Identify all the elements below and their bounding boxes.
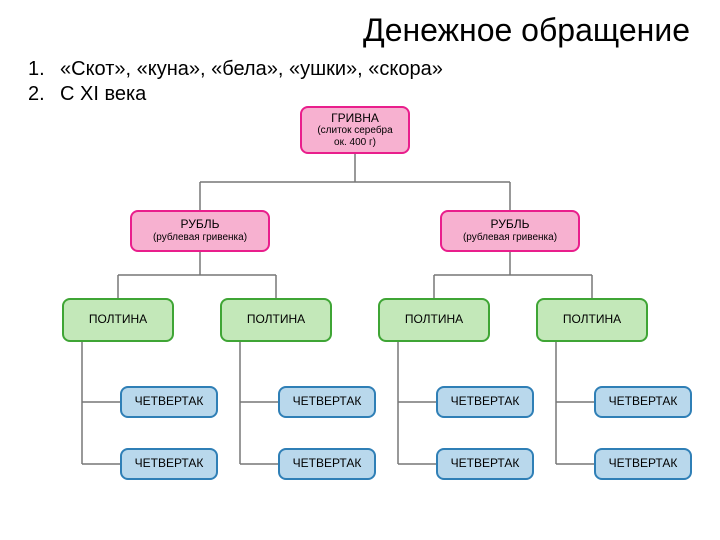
node-poltina: ПОЛТИНА (62, 298, 174, 342)
node-label: ЧЕТВЕРТАК (293, 457, 362, 471)
node-label: РУБЛЬ (181, 218, 220, 232)
node-rouble: РУБЛЬ (рублевая гривенка) (130, 210, 270, 252)
node-poltina: ПОЛТИНА (536, 298, 648, 342)
node-poltina: ПОЛТИНА (378, 298, 490, 342)
node-label: ЧЕТВЕРТАК (609, 395, 678, 409)
list-item: 2. С XI века (28, 83, 443, 106)
node-label: ПОЛТИНА (89, 313, 147, 327)
node-label: ЧЕТВЕРТАК (293, 395, 362, 409)
list-item: 1. «Скот», «куна», «бела», «ушки», «скор… (28, 58, 443, 81)
node-chetvertak: ЧЕТВЕРТАК (120, 448, 218, 480)
node-label: ГРИВНА (331, 112, 379, 126)
node-chetvertak: ЧЕТВЕРТАК (594, 386, 692, 418)
node-sublabel: (рублевая гривенка) (153, 232, 247, 244)
node-label: ЧЕТВЕРТАК (135, 395, 204, 409)
node-sublabel: (слиток серебра (317, 125, 392, 137)
node-chetvertak: ЧЕТВЕРТАК (436, 386, 534, 418)
list-text: «Скот», «куна», «бела», «ушки», «скора» (60, 58, 443, 81)
node-chetvertak: ЧЕТВЕРТАК (120, 386, 218, 418)
node-label: ЧЕТВЕРТАК (451, 457, 520, 471)
node-label: ПОЛТИНА (405, 313, 463, 327)
list-number: 1. (28, 58, 60, 81)
node-label: ПОЛТИНА (563, 313, 621, 327)
node-label: РУБЛЬ (491, 218, 530, 232)
node-poltina: ПОЛТИНА (220, 298, 332, 342)
node-label: ЧЕТВЕРТАК (609, 457, 678, 471)
node-chetvertak: ЧЕТВЕРТАК (594, 448, 692, 480)
node-sublabel: ок. 400 г) (334, 137, 376, 149)
node-label: ПОЛТИНА (247, 313, 305, 327)
node-chetvertak: ЧЕТВЕРТАК (278, 448, 376, 480)
node-chetvertak: ЧЕТВЕРТАК (436, 448, 534, 480)
node-chetvertak: ЧЕТВЕРТАК (278, 386, 376, 418)
node-label: ЧЕТВЕРТАК (135, 457, 204, 471)
page-title: Денежное обращение (363, 12, 690, 49)
intro-list: 1. «Скот», «куна», «бела», «ушки», «скор… (28, 58, 443, 108)
node-grivna: ГРИВНА (слиток серебра ок. 400 г) (300, 106, 410, 154)
node-sublabel: (рублевая гривенка) (463, 232, 557, 244)
node-label: ЧЕТВЕРТАК (451, 395, 520, 409)
list-text: С XI века (60, 83, 146, 106)
list-number: 2. (28, 83, 60, 106)
node-rouble: РУБЛЬ (рублевая гривенка) (440, 210, 580, 252)
